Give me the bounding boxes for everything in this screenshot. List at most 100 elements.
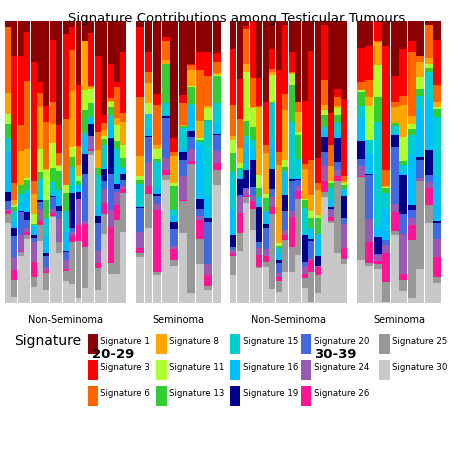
- Bar: [374, 264, 382, 269]
- Bar: [315, 293, 321, 303]
- Bar: [88, 124, 94, 136]
- Bar: [365, 106, 373, 140]
- Bar: [196, 264, 203, 303]
- Bar: [18, 194, 24, 203]
- Bar: [179, 160, 186, 176]
- Bar: [56, 206, 62, 211]
- Bar: [50, 21, 56, 39]
- Bar: [50, 216, 56, 218]
- Bar: [24, 178, 30, 180]
- Bar: [75, 85, 82, 146]
- Bar: [44, 169, 49, 171]
- Bar: [56, 125, 62, 153]
- Bar: [433, 176, 441, 220]
- Bar: [63, 119, 69, 185]
- Bar: [256, 106, 263, 107]
- Bar: [120, 232, 127, 303]
- Bar: [283, 94, 288, 110]
- Bar: [5, 191, 11, 201]
- Bar: [309, 228, 314, 229]
- Bar: [162, 175, 170, 180]
- Bar: [11, 200, 18, 205]
- Bar: [283, 167, 288, 171]
- Bar: [196, 140, 203, 142]
- Bar: [5, 21, 11, 27]
- Bar: [108, 138, 114, 173]
- Bar: [302, 169, 308, 200]
- Bar: [75, 165, 82, 176]
- Bar: [408, 218, 416, 225]
- Text: Signature 19: Signature 19: [243, 389, 298, 398]
- Bar: [341, 181, 347, 183]
- Bar: [374, 228, 382, 237]
- Bar: [204, 120, 212, 121]
- Bar: [230, 49, 237, 105]
- Bar: [250, 201, 256, 209]
- Bar: [213, 21, 220, 53]
- Bar: [101, 165, 107, 169]
- Bar: [44, 200, 49, 218]
- Bar: [374, 122, 382, 228]
- Bar: [269, 189, 275, 197]
- Bar: [328, 188, 334, 200]
- Bar: [88, 117, 94, 124]
- Bar: [24, 180, 30, 190]
- Bar: [75, 176, 82, 181]
- Bar: [321, 181, 328, 192]
- Bar: [162, 37, 170, 41]
- Bar: [120, 180, 127, 186]
- Bar: [237, 21, 243, 79]
- Bar: [108, 173, 114, 210]
- Bar: [357, 90, 365, 92]
- Bar: [374, 261, 382, 264]
- Bar: [153, 145, 161, 149]
- Bar: [243, 194, 249, 197]
- Bar: [187, 149, 195, 161]
- Bar: [321, 137, 328, 152]
- Bar: [213, 151, 220, 163]
- Bar: [433, 102, 441, 107]
- Bar: [416, 56, 424, 63]
- Bar: [88, 136, 94, 149]
- Bar: [250, 196, 256, 201]
- Bar: [37, 149, 43, 172]
- Bar: [315, 218, 321, 234]
- Bar: [136, 247, 144, 253]
- Bar: [283, 173, 288, 195]
- Bar: [256, 107, 263, 175]
- Bar: [136, 156, 144, 175]
- Bar: [179, 95, 186, 103]
- Bar: [283, 211, 288, 230]
- Bar: [18, 125, 24, 151]
- Text: Signature 3: Signature 3: [100, 363, 150, 372]
- Bar: [425, 21, 433, 25]
- Bar: [82, 138, 88, 154]
- Bar: [31, 262, 36, 277]
- Bar: [204, 286, 212, 290]
- Bar: [114, 149, 120, 182]
- Bar: [341, 189, 347, 190]
- Bar: [391, 123, 399, 127]
- Bar: [416, 109, 424, 157]
- Bar: [383, 301, 390, 303]
- Text: Signature 6: Signature 6: [100, 389, 150, 398]
- Bar: [250, 209, 256, 229]
- Bar: [315, 158, 321, 183]
- Bar: [328, 200, 334, 207]
- Bar: [18, 185, 24, 194]
- Bar: [170, 266, 178, 303]
- Bar: [162, 103, 170, 114]
- Bar: [63, 21, 69, 34]
- Bar: [374, 97, 382, 122]
- Bar: [213, 135, 220, 151]
- Text: Seminoma: Seminoma: [373, 315, 425, 325]
- Bar: [276, 277, 282, 281]
- Bar: [250, 107, 256, 108]
- Bar: [315, 234, 321, 235]
- Bar: [37, 241, 43, 303]
- Bar: [399, 214, 407, 234]
- Bar: [341, 196, 347, 218]
- Bar: [50, 193, 56, 195]
- Bar: [31, 63, 36, 181]
- Bar: [243, 29, 249, 64]
